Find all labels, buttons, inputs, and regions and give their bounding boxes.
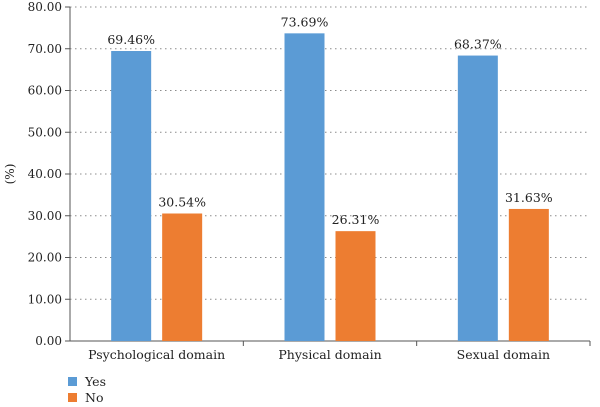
y-axis-title: (%): [3, 164, 17, 185]
bar-no-0: [162, 213, 203, 341]
y-tick-label-2: 20.00: [28, 251, 62, 265]
category-label-1: Physical domain: [278, 347, 381, 362]
y-tick-label-6: 60.00: [28, 84, 62, 98]
y-tick-label-4: 40.00: [28, 167, 62, 181]
data-label-no-0: 30.54%: [158, 194, 206, 209]
y-tick-label-0: 0.00: [35, 334, 62, 348]
y-tick-label-3: 30.00: [28, 209, 62, 223]
legend-label-yes: Yes: [84, 374, 106, 389]
bar-yes-2: [457, 55, 498, 342]
y-tick-label-5: 50.00: [28, 125, 62, 139]
data-label-yes-0: 69.46%: [107, 32, 155, 47]
y-tick-label-1: 10.00: [28, 292, 62, 306]
bar-no-1: [335, 231, 376, 341]
data-label-no-2: 31.63%: [505, 190, 553, 205]
data-label-no-1: 26.31%: [332, 212, 380, 227]
data-label-yes-1: 73.69%: [281, 14, 329, 29]
legend-label-no: No: [85, 390, 103, 405]
category-label-0: Psychological domain: [88, 347, 225, 362]
category-label-2: Sexual domain: [457, 347, 550, 362]
y-tick-label-8: 80.00: [28, 0, 62, 14]
legend-swatch-yes: [68, 377, 77, 386]
y-tick-label-7: 70.00: [28, 42, 62, 56]
data-label-yes-2: 68.37%: [454, 37, 502, 52]
bar-no-2: [508, 208, 549, 341]
bar-yes-1: [284, 33, 325, 342]
bar-yes-0: [111, 51, 152, 341]
legend-swatch-no: [68, 393, 77, 402]
